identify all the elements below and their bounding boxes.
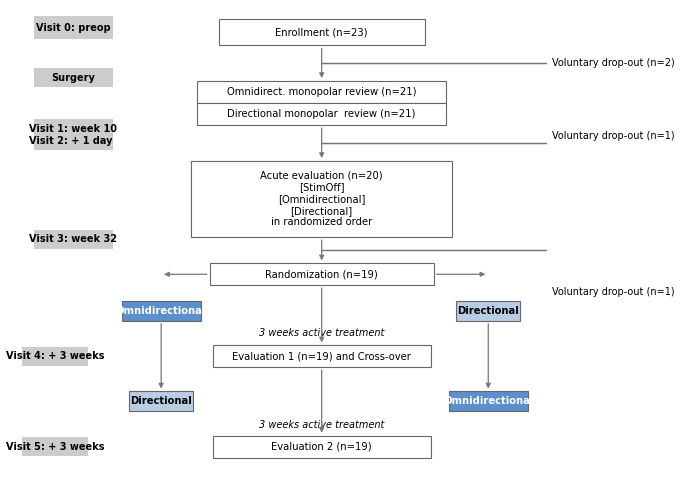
FancyBboxPatch shape <box>34 119 112 150</box>
Text: Directional: Directional <box>458 306 519 316</box>
FancyBboxPatch shape <box>34 68 112 87</box>
Text: Directional monopolar  review (n=21): Directional monopolar review (n=21) <box>227 109 416 119</box>
Text: 3 weeks active treatment: 3 weeks active treatment <box>259 328 384 338</box>
Text: Visit 3: week 32: Visit 3: week 32 <box>29 235 117 244</box>
Text: Enrollment (n=23): Enrollment (n=23) <box>275 27 368 37</box>
FancyBboxPatch shape <box>449 391 527 411</box>
Text: Voluntary drop-out (n=1): Voluntary drop-out (n=1) <box>552 287 675 297</box>
FancyBboxPatch shape <box>22 347 88 365</box>
Text: Omnidirectional: Omnidirectional <box>116 306 206 316</box>
FancyBboxPatch shape <box>22 437 88 456</box>
Text: Visit 5: + 3 weeks: Visit 5: + 3 weeks <box>6 442 104 452</box>
FancyBboxPatch shape <box>191 161 452 237</box>
Text: Visit 4: + 3 weeks: Visit 4: + 3 weeks <box>6 351 104 361</box>
Text: 3 weeks active treatment: 3 weeks active treatment <box>259 420 384 430</box>
FancyBboxPatch shape <box>34 230 112 249</box>
Text: Evaluation 2 (n=19): Evaluation 2 (n=19) <box>271 442 372 452</box>
Text: Visit 0: preop: Visit 0: preop <box>36 23 110 33</box>
Text: Acute evaluation (n=20)
[StimOff]
[Omnidirectional]
[Directional]
in randomized : Acute evaluation (n=20) [StimOff] [Omnid… <box>260 171 383 227</box>
FancyBboxPatch shape <box>34 16 112 39</box>
Text: Directional: Directional <box>130 397 192 406</box>
FancyBboxPatch shape <box>456 301 520 321</box>
FancyBboxPatch shape <box>197 103 446 125</box>
FancyBboxPatch shape <box>210 263 434 285</box>
Text: Omnidirect. monopolar review (n=21): Omnidirect. monopolar review (n=21) <box>227 87 416 97</box>
FancyBboxPatch shape <box>212 345 431 367</box>
Text: Surgery: Surgery <box>51 73 95 82</box>
Text: Evaluation 1 (n=19) and Cross-over: Evaluation 1 (n=19) and Cross-over <box>232 351 411 361</box>
FancyBboxPatch shape <box>219 19 425 46</box>
FancyBboxPatch shape <box>129 391 193 411</box>
Text: Randomization (n=19): Randomization (n=19) <box>265 269 378 279</box>
Text: Visit 1: week 10
Visit 2: + 1 day: Visit 1: week 10 Visit 2: + 1 day <box>29 124 117 146</box>
Text: Voluntary drop-out (n=2): Voluntary drop-out (n=2) <box>552 58 675 68</box>
Text: Voluntary drop-out (n=1): Voluntary drop-out (n=1) <box>552 131 675 141</box>
FancyBboxPatch shape <box>122 301 201 321</box>
FancyBboxPatch shape <box>212 436 431 457</box>
Text: Omnidirectional: Omnidirectional <box>443 397 534 406</box>
FancyBboxPatch shape <box>197 81 446 103</box>
